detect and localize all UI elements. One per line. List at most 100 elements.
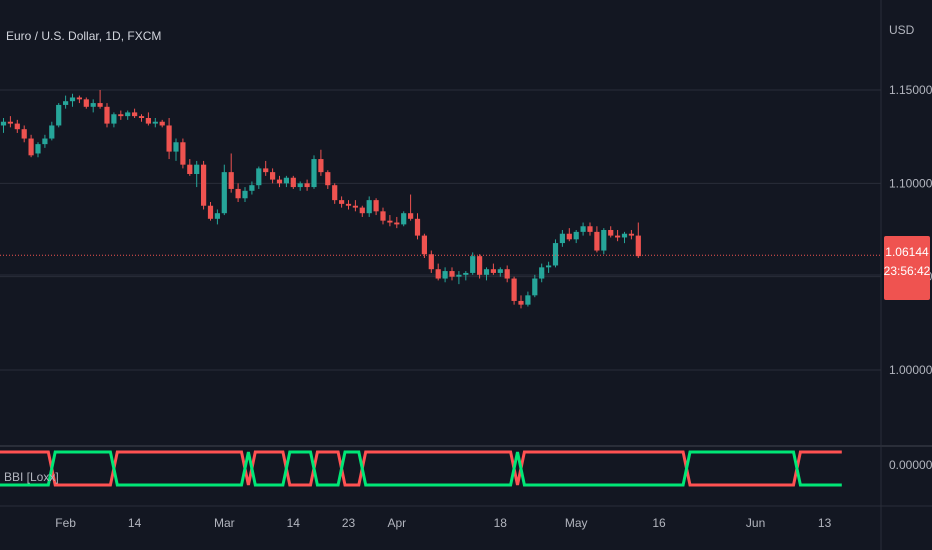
candle-body: [63, 101, 69, 105]
candle-body: [311, 159, 317, 188]
candle-series: [0, 90, 641, 309]
candle: [14, 119, 20, 133]
candle-body: [421, 235, 427, 255]
candle-body: [325, 172, 331, 186]
candle-body: [159, 121, 165, 126]
candle-body: [608, 230, 614, 236]
candle-body: [166, 125, 172, 152]
candle: [304, 179, 310, 191]
time-tick-label: 13: [818, 516, 832, 530]
candle: [69, 93, 76, 107]
symbol-title[interactable]: Euro / U.S. Dollar, 1D, FXCM: [6, 29, 161, 43]
candle-body: [539, 267, 545, 279]
candle: [276, 175, 283, 188]
candle-body: [228, 172, 234, 189]
candle: [290, 175, 296, 189]
candle-body: [276, 179, 283, 184]
candle-body: [339, 200, 345, 204]
candle: [56, 103, 62, 128]
time-tick-label: 14: [287, 516, 301, 530]
last-price-value: 1.06144: [885, 245, 929, 259]
candle-body: [194, 164, 200, 174]
time-tick-label: May: [565, 516, 588, 530]
candle-body: [587, 226, 593, 232]
candle: [235, 183, 241, 202]
candle: [442, 267, 448, 283]
candle: [138, 114, 145, 122]
candle: [628, 230, 634, 240]
candle: [63, 95, 69, 109]
candle-body: [180, 142, 186, 165]
candle: [608, 226, 614, 238]
candle-body: [290, 177, 296, 188]
candle-body: [373, 200, 379, 212]
candle-body: [628, 233, 634, 236]
candle-body: [7, 121, 13, 124]
time-tick-label: Apr: [387, 516, 406, 530]
candle-body: [352, 205, 358, 208]
candle: [118, 110, 124, 120]
time-tick-label: 14: [128, 516, 142, 530]
candle-body: [594, 231, 600, 251]
candle: [511, 276, 517, 305]
time-axis[interactable]: Feb 14 Mar 14 23 Apr 18 May 16 Jun 13: [55, 516, 831, 530]
candle-body: [435, 269, 441, 279]
candle: [83, 97, 89, 109]
candle-body: [483, 269, 490, 275]
candle: [373, 198, 379, 216]
candle: [28, 134, 34, 158]
candle: [601, 228, 607, 255]
candle: [463, 271, 469, 281]
candle: [7, 116, 13, 128]
candle: [325, 170, 331, 189]
candle: [311, 155, 317, 189]
candle-body: [332, 185, 338, 201]
candle: [580, 222, 586, 236]
candle: [525, 291, 531, 307]
candle: [242, 187, 248, 202]
candle-body: [111, 114, 117, 124]
candle: [187, 159, 193, 176]
candle-body: [221, 172, 227, 214]
candle: [49, 121, 55, 141]
candle-body: [511, 278, 517, 301]
candle: [145, 112, 151, 126]
time-tick-label: Mar: [214, 516, 235, 530]
candle-body: [145, 118, 151, 124]
candle-body: [304, 183, 310, 188]
currency-label[interactable]: USD: [889, 23, 915, 37]
candle-body: [359, 207, 365, 214]
candle: [345, 200, 352, 210]
candle-body: [125, 112, 131, 117]
candle-body: [104, 106, 110, 124]
candle-body: [525, 295, 531, 305]
candle: [249, 181, 255, 195]
candle: [42, 134, 48, 148]
candle-body: [532, 278, 538, 296]
candle-body: [214, 213, 220, 219]
candle: [380, 207, 386, 225]
candle-body: [14, 123, 20, 130]
candle: [318, 149, 324, 176]
candle-body: [408, 213, 414, 219]
candle-body: [366, 200, 372, 214]
candle-body: [566, 233, 572, 240]
candle: [366, 196, 372, 217]
candle: [352, 200, 358, 212]
indicator-label[interactable]: BBI [Loxx]: [4, 470, 59, 484]
candle: [221, 164, 227, 216]
candle: [573, 230, 579, 244]
candle: [621, 231, 628, 244]
last-price-tag: 1.06144 23:56:42: [884, 236, 931, 300]
candle-body: [97, 103, 103, 107]
candle-body: [35, 144, 41, 154]
candle: [166, 118, 172, 160]
candle: [104, 103, 110, 128]
time-tick-label: 18: [494, 516, 508, 530]
candle-body: [580, 226, 586, 232]
bbi-up-line: [0, 450, 842, 487]
candle: [449, 267, 455, 281]
candle: [359, 205, 365, 217]
